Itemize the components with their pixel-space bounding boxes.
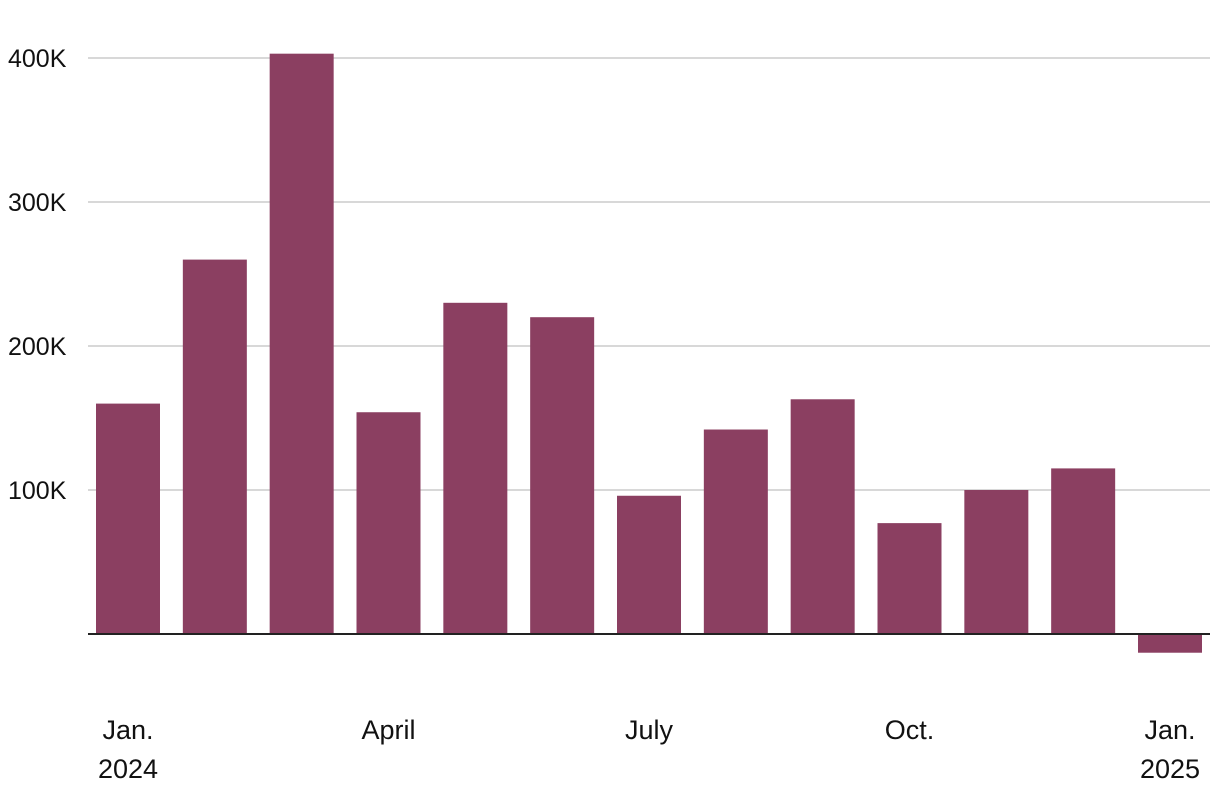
bar (617, 495, 681, 634)
bar (703, 429, 768, 634)
bar (530, 317, 595, 634)
bar (269, 53, 334, 635)
bar (790, 399, 855, 634)
bar (964, 490, 1029, 634)
bar (356, 412, 421, 634)
y-tick-label: 400K (8, 45, 67, 73)
x-tick-label: 2025 (1140, 754, 1200, 784)
bar (877, 523, 942, 634)
x-tick-label: Jan. (1144, 715, 1195, 745)
y-tick-label: 100K (8, 477, 67, 505)
bar (1051, 468, 1116, 634)
x-tick-label: Oct. (885, 715, 935, 745)
y-tick-label: 200K (8, 333, 67, 361)
x-tick-label: 2024 (98, 754, 158, 784)
y-axis-ticks: 100K 200K 300K 400K (8, 45, 67, 505)
x-axis-ticks: Jan. 2024 April July Oct. Jan. 2025 (98, 715, 1200, 784)
bar (96, 403, 160, 634)
bar (1138, 634, 1202, 653)
bar (443, 302, 508, 634)
bar (182, 259, 247, 634)
gridlines (88, 57, 1210, 491)
bars (96, 53, 1202, 653)
x-tick-label: April (361, 715, 415, 745)
x-tick-label: Jan. (102, 715, 153, 745)
y-tick-label: 300K (8, 189, 67, 217)
x-tick-label: July (625, 715, 674, 745)
